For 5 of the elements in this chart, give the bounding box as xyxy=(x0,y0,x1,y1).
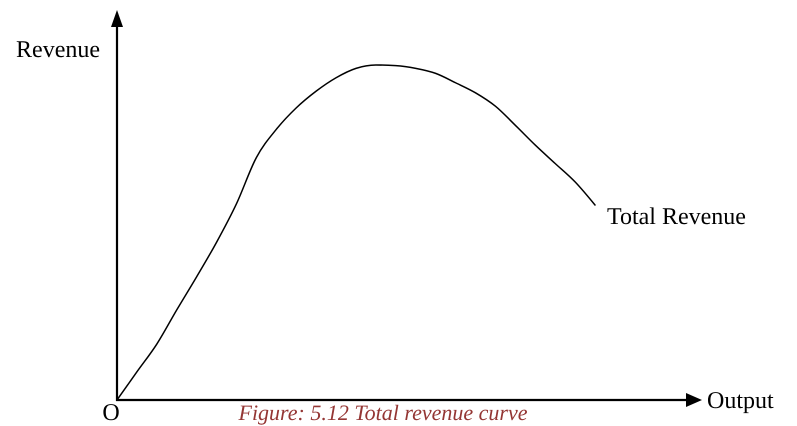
x-axis-title: Output xyxy=(707,388,774,414)
annotation: O xyxy=(102,400,120,426)
y-axis-title: Revenue xyxy=(16,37,100,63)
series-label: Total Revenue xyxy=(607,204,746,230)
annotation: Figure: 5.12 Total revenue curve xyxy=(238,400,528,425)
